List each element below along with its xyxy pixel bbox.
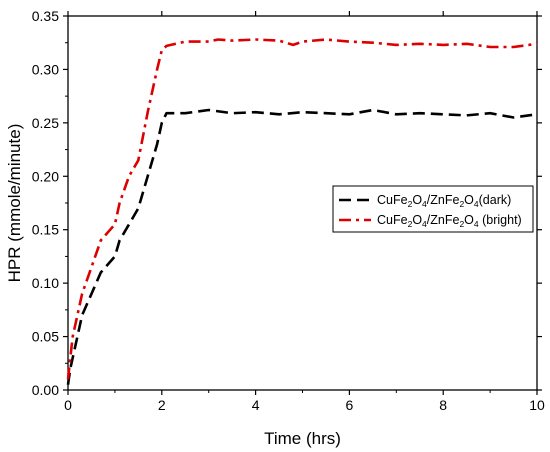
y-tick-label: 0.10 (32, 275, 59, 291)
series-line-2 (66, 38, 538, 380)
x-tick-label: 6 (346, 397, 354, 413)
x-tick-label: 8 (439, 397, 447, 413)
y-tick-label: 0.00 (32, 382, 59, 398)
legend: CuFe2O4/ZnFe2O4(dark) CuFe2O4/ZnFe2O4 (br… (332, 185, 534, 233)
y-axis-title: HPR (mmole/minute) (5, 124, 24, 283)
legend-box (332, 185, 534, 233)
y-tick-label: 0.20 (32, 168, 59, 184)
x-tick-label: 2 (158, 397, 166, 413)
y-tick-label: 0.05 (32, 329, 59, 345)
y-tick-label: 0.30 (32, 61, 59, 77)
x-tick-label: 0 (64, 397, 72, 413)
plot-area: 0 2 4 6 8 10 0.00 0.05 0.10 0.15 0.20 0.25 0.30 0.35 (32, 8, 545, 413)
legend-label-1: CuFe2O4/ZnFe2O4(dark) (377, 193, 511, 209)
x-axis-title: Time (hrs) (264, 429, 341, 448)
y-tick-label: 0.35 (32, 8, 59, 24)
y-tick-label: 0.25 (32, 115, 59, 131)
series-layer (66, 38, 538, 385)
legend-label-2: CuFe2O4/ZnFe2O4 (bright) (377, 213, 522, 229)
x-tick-label: 10 (529, 397, 545, 413)
y-tick-label: 0.15 (32, 222, 59, 238)
x-tick-label: 4 (252, 397, 260, 413)
series-line-1 (66, 108, 538, 385)
